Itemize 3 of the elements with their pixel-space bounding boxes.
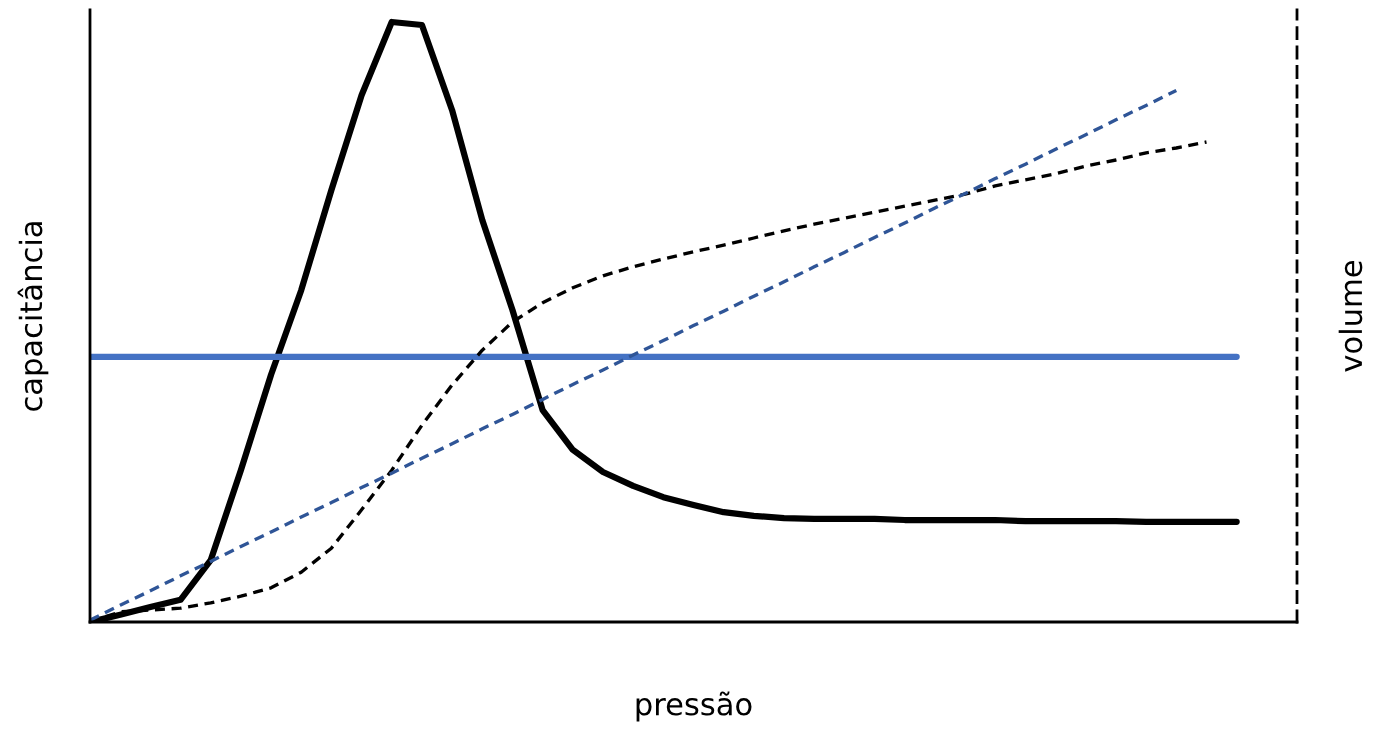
y2-axis-title: volume: [1338, 261, 1363, 372]
x-axis-title: pressão: [636, 691, 752, 722]
y-axis-title: capacitância: [17, 222, 49, 411]
